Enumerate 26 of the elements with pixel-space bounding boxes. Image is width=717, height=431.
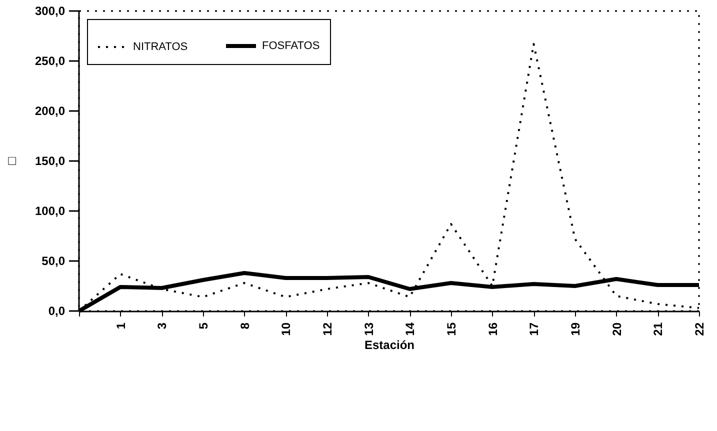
x-axis-title: Estación (364, 338, 415, 352)
x-tick-label: 19 (568, 322, 582, 336)
x-tick-label: 22 (692, 322, 706, 336)
legend-label: NITRATOS (133, 41, 188, 53)
y-tick-label: 100,0 (34, 204, 66, 218)
y-tick-label: 200,0 (34, 104, 66, 118)
x-tick-label: 16 (486, 322, 500, 336)
y-tick-label: 50,0 (42, 254, 66, 268)
x-tick-label: 15 (444, 322, 458, 336)
x-tick-label: 1 (114, 322, 128, 330)
x-tick-label: 20 (610, 322, 624, 336)
y-tick-label: 0,0 (48, 304, 66, 318)
x-tick-label: 5 (196, 322, 210, 330)
x-tick-label: 10 (279, 322, 294, 336)
x-tick-label: 21 (651, 322, 666, 336)
x-tick-label: 14 (403, 322, 418, 336)
x-tick-label: 17 (527, 322, 542, 336)
x-tick-label: 12 (320, 322, 334, 336)
y-tick-label: 250,0 (34, 54, 66, 68)
y-tick-label: 150,0 (34, 154, 66, 168)
y-axis-title: □ (4, 156, 19, 165)
x-tick-label: 3 (155, 322, 170, 330)
x-tick-label: 8 (238, 322, 252, 330)
y-tick-label: 300,0 (34, 4, 66, 18)
legend-label: FOSFATOS (262, 40, 320, 52)
x-tick-label: 13 (362, 322, 376, 336)
